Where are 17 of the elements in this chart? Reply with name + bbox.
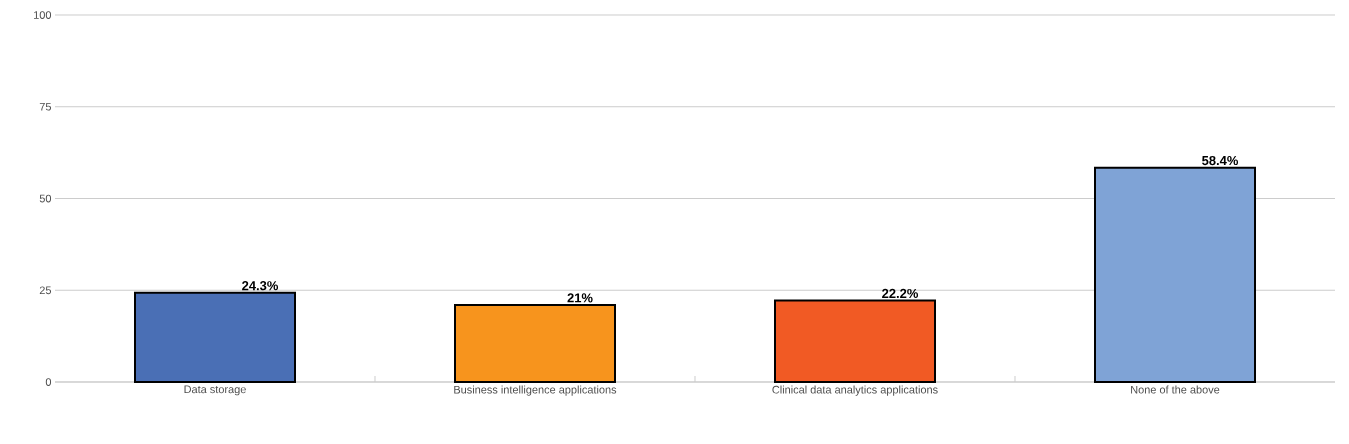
x-tick-label: None of the above bbox=[1131, 385, 1220, 394]
bar bbox=[134, 291, 296, 383]
data-label: 58.4% bbox=[1202, 155, 1239, 166]
bar bbox=[774, 299, 937, 383]
bar bbox=[454, 303, 616, 383]
y-tick-label: 50 bbox=[39, 194, 52, 203]
y-tick-label: 100 bbox=[34, 11, 52, 19]
bar bbox=[1094, 166, 1257, 383]
x-tick-label: Data storage bbox=[184, 385, 246, 396]
data-label: 21% bbox=[567, 293, 593, 303]
data-label: 24.3% bbox=[242, 281, 279, 291]
x-tick-label: Clinical data analytics applications bbox=[772, 385, 938, 396]
x-tick-label: Business intelligence applications bbox=[454, 385, 617, 396]
y-tick-label: 75 bbox=[39, 102, 52, 111]
y-tick-label: 25 bbox=[39, 286, 52, 295]
y-tick-label: 0 bbox=[45, 378, 52, 386]
data-label: 22.2% bbox=[882, 288, 919, 298]
